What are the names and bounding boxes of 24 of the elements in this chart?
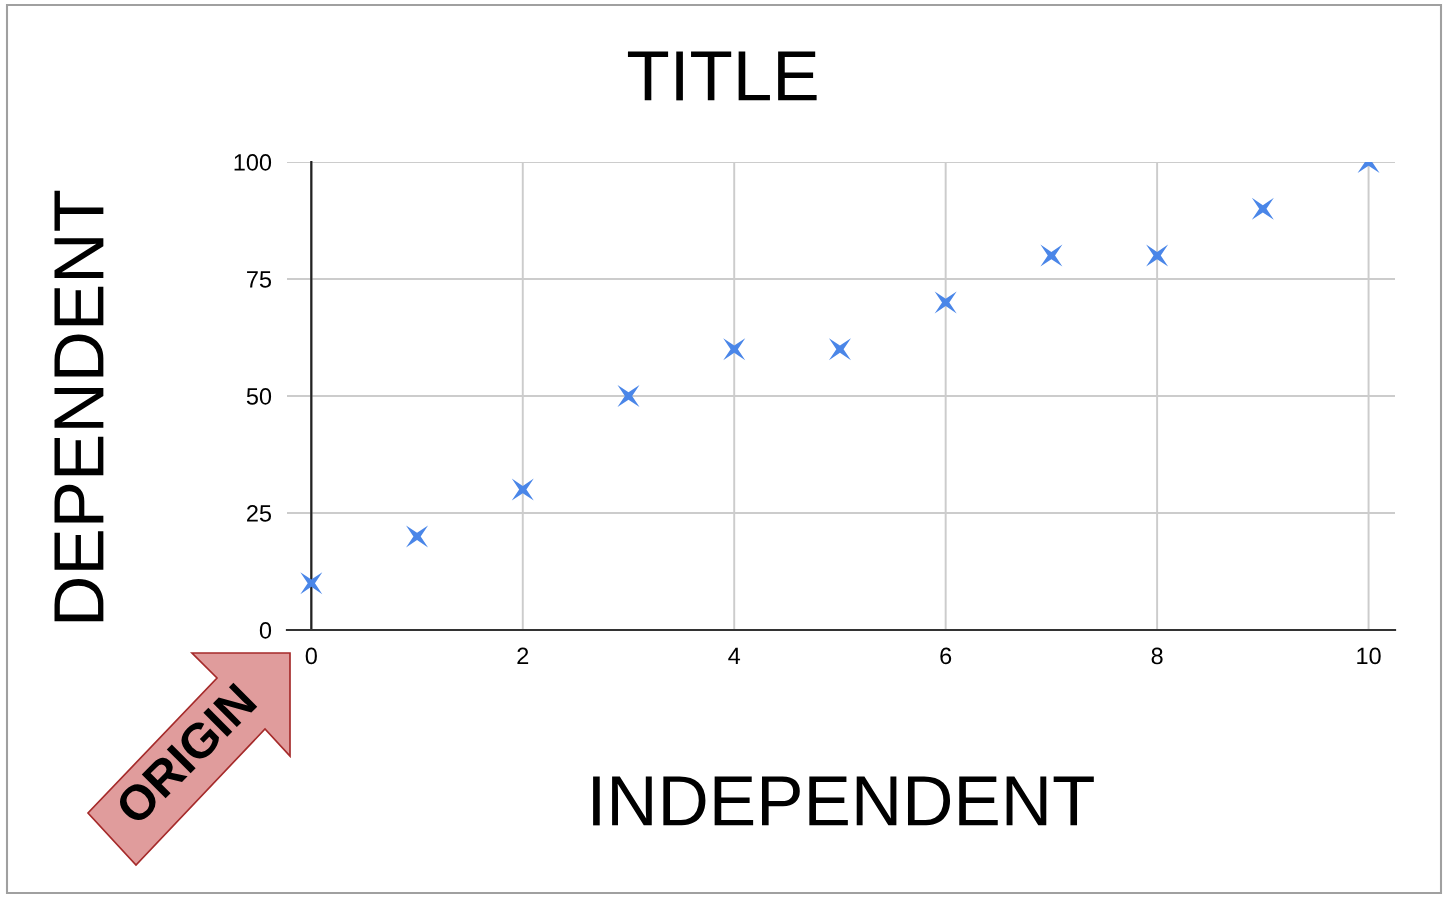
point [934, 291, 957, 314]
point [1040, 244, 1063, 267]
point [511, 478, 534, 501]
x-tick-label: 8 [1151, 647, 1163, 665]
point [300, 572, 323, 595]
point [1146, 244, 1169, 267]
point [617, 385, 640, 407]
x-tick-label: 4 [728, 647, 741, 665]
y-tick-label: 75 [247, 271, 272, 288]
point [1251, 197, 1274, 220]
y-tick-label: 0 [259, 622, 272, 639]
y-axis-title: DEPENDENT [54, 190, 104, 622]
x-tick-label: 0 [305, 647, 317, 665]
y-tick-label: 25 [247, 505, 272, 522]
x-tick-label: 6 [940, 647, 952, 665]
point [828, 338, 851, 361]
y-tick-label: 100 [234, 154, 272, 171]
y-tick-label: 50 [246, 388, 272, 405]
chart-title: TITLE [627, 51, 817, 101]
x-axis-title: INDEPENDENT [593, 776, 1094, 826]
x-tick-label: 10 [1357, 647, 1381, 665]
point [406, 525, 429, 548]
point [723, 338, 746, 361]
x-tick-label: 2 [517, 647, 529, 665]
